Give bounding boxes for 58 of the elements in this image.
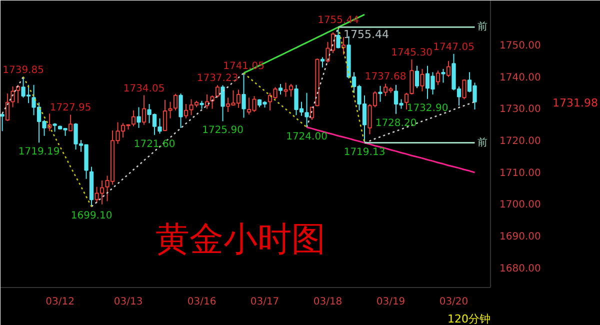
candlestick <box>278 83 283 95</box>
candlestick <box>404 92 409 110</box>
annotation: 1699.10 <box>70 210 112 222</box>
candlestick <box>173 93 178 111</box>
annotation: 1734.05 <box>123 83 165 94</box>
annotation: 1719.19 <box>18 146 60 158</box>
candlestick <box>142 94 146 126</box>
annotation: 1755.44 <box>344 28 390 42</box>
candlestick <box>220 84 225 122</box>
candlestick <box>410 58 414 95</box>
candlestick <box>378 85 382 102</box>
x-tick-label: 03/13 <box>114 296 143 308</box>
x-tick-label: 03/20 <box>439 296 468 308</box>
candlestick <box>462 78 466 100</box>
candlestick <box>436 70 440 86</box>
candlestick <box>136 106 141 128</box>
annotation: 1727.95 <box>50 102 92 114</box>
annotation: 1737.23 <box>196 73 238 84</box>
annotation: 1721.60 <box>134 138 176 150</box>
annotation: 1747.05 <box>433 42 474 53</box>
x-tick-label: 03/19 <box>376 296 406 308</box>
y-tick-label: 1690.00 <box>500 232 541 243</box>
candlestick <box>16 84 20 104</box>
y-tick-label: 1740.00 <box>500 72 541 84</box>
annotation: 1719.13 <box>344 146 386 158</box>
candlestick <box>320 56 325 68</box>
candlestick <box>242 72 246 118</box>
x-tick-label: 03/17 <box>250 296 280 308</box>
y-tick-label: 1750.00 <box>500 40 541 52</box>
text: 120分钟 <box>448 312 491 325</box>
candlestick <box>0 112 4 132</box>
y-tick-label: 1730.00 <box>500 104 541 116</box>
candlestick <box>336 26 340 49</box>
candlestick <box>158 118 162 134</box>
annotation: 1732.90 <box>406 102 448 114</box>
candlestick <box>178 93 183 128</box>
candlestick <box>420 68 424 92</box>
candlestick <box>414 65 420 89</box>
x-tick-label: 03/18 <box>313 296 342 308</box>
text: 前 <box>478 20 488 33</box>
candlestick <box>441 68 446 84</box>
annotation: 1728.20 <box>375 118 417 129</box>
x-tick-label: 03/12 <box>46 296 74 308</box>
text: 1731.98 <box>552 96 598 110</box>
annotation: 1737.68 <box>364 72 406 83</box>
annotation: 1745.30 <box>391 47 432 58</box>
y-tick-label: 1700.00 <box>500 200 541 211</box>
y-tick-label: 1680.00 <box>500 263 541 274</box>
annotation: 1725.90 <box>202 125 244 136</box>
candlestick <box>446 60 451 78</box>
text: 前 <box>478 136 488 148</box>
y-tick-label: 1720.00 <box>500 136 541 148</box>
annotation: 1739.85 <box>2 64 44 76</box>
annotation: 1724.00 <box>286 131 328 142</box>
x-tick-label: 03/16 <box>187 296 216 308</box>
y-tick-label: 1710.00 <box>500 168 541 179</box>
candlestick <box>68 114 73 132</box>
text: 黄金小时图 <box>156 220 326 260</box>
